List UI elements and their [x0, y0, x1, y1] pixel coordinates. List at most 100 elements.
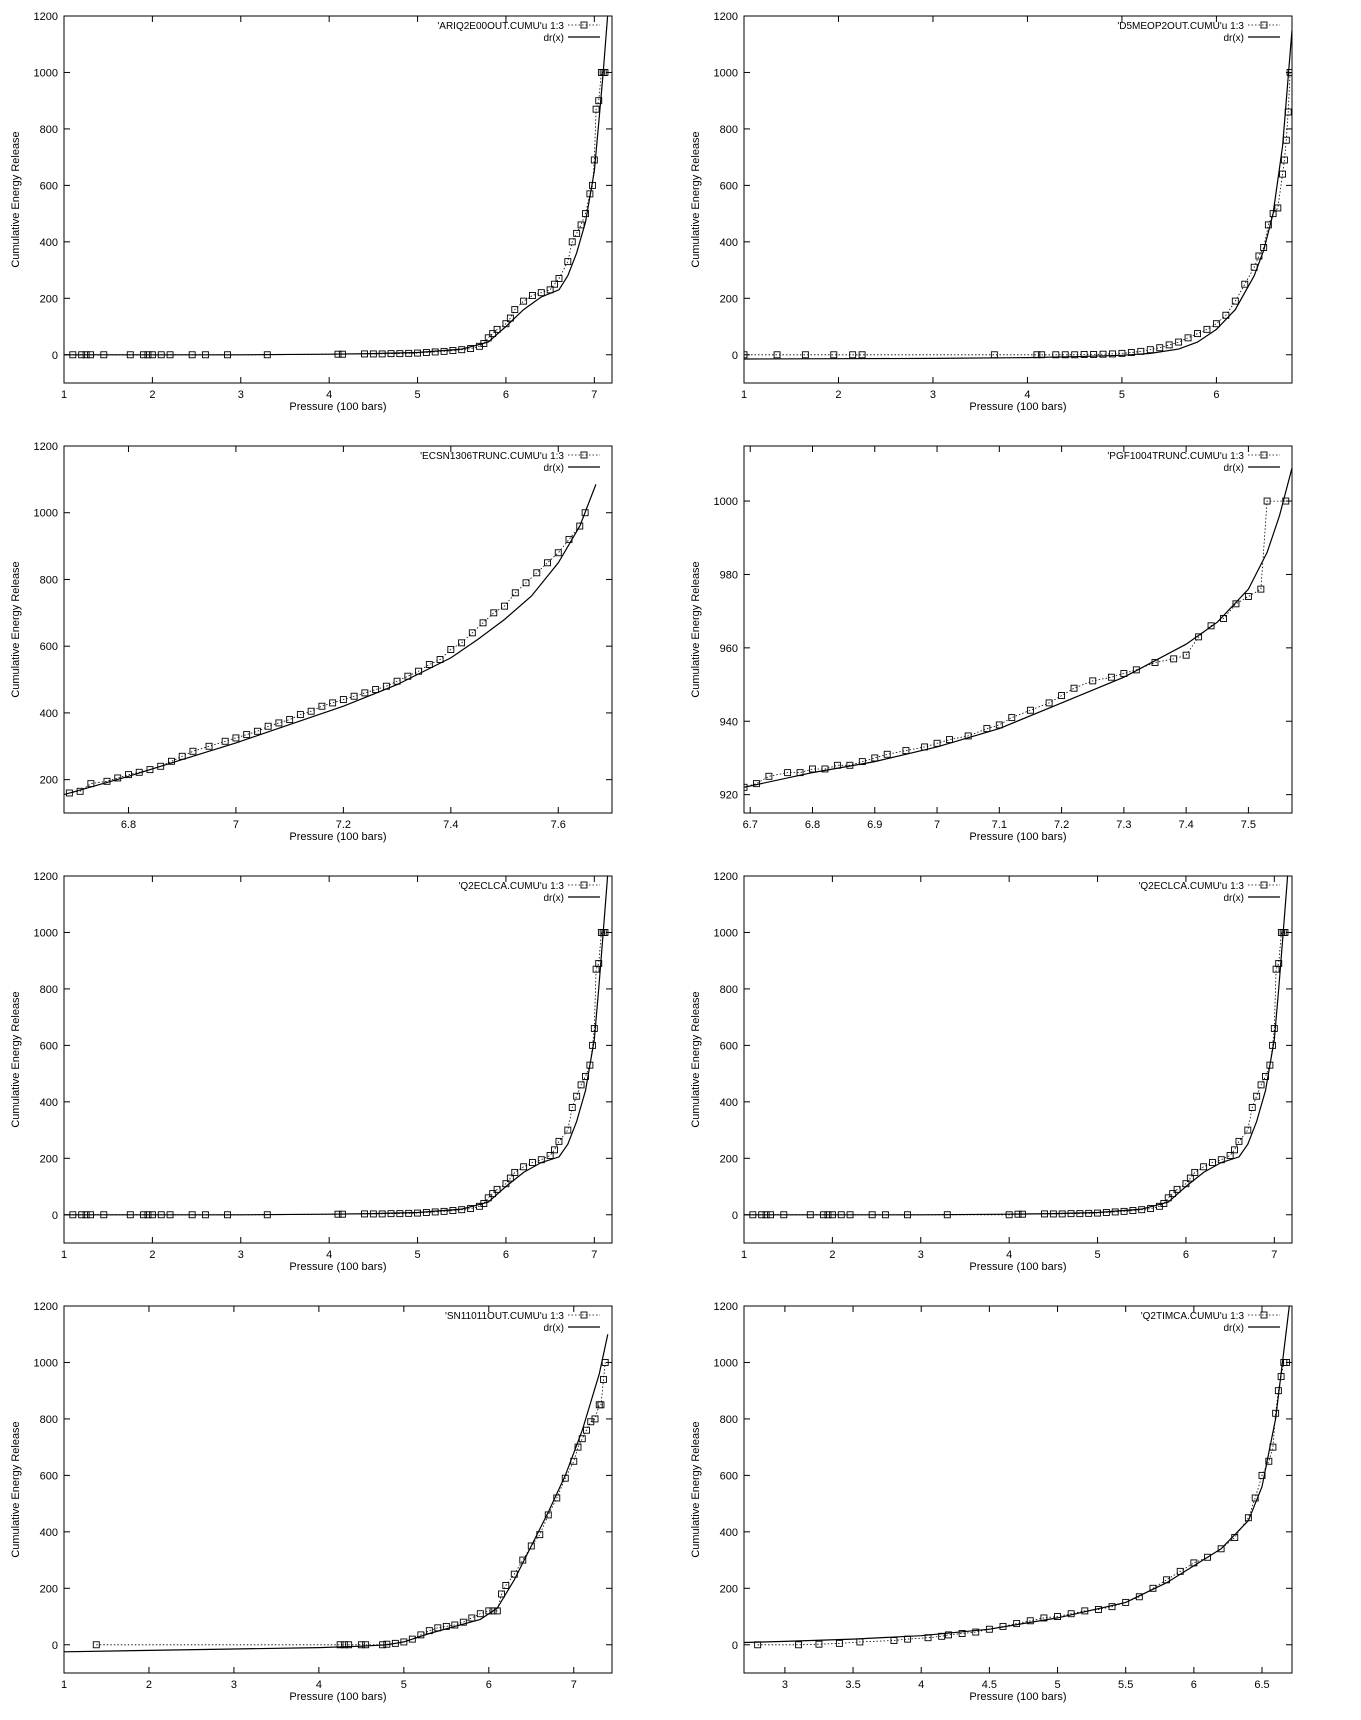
data-point: [995, 721, 1003, 729]
data-point: [597, 1401, 605, 1409]
fit-curve-line: [64, 876, 609, 1216]
y-tick-label: 400: [40, 708, 58, 720]
data-point: [372, 686, 380, 694]
data-point: [1263, 497, 1271, 505]
y-tick-label: 0: [52, 350, 58, 362]
y-tick-label: 920: [720, 790, 738, 802]
y-tick-label: 600: [720, 1470, 738, 1482]
x-tick-label: 7.2: [1054, 819, 1069, 831]
data-point: [1279, 170, 1287, 178]
data-point: [1071, 351, 1079, 359]
data-point: [340, 1641, 348, 1649]
y-axis-label: Cumulative Energy Release: [690, 131, 702, 267]
data-point: [168, 757, 175, 765]
data-point: [476, 1610, 484, 1618]
data-point: [795, 1641, 802, 1649]
data-point: [1257, 585, 1265, 593]
data-point: [544, 559, 551, 567]
x-tick-label: 7: [1271, 1249, 1277, 1261]
y-tick-label: 800: [40, 984, 58, 996]
legend-label: dr(x): [543, 893, 564, 904]
plot-area: [64, 1334, 609, 1653]
fit-curve-line: [64, 1334, 609, 1653]
data-point: [493, 325, 501, 333]
data-series-line: [72, 932, 605, 1216]
data-point: [1164, 1194, 1172, 1202]
x-tick-label: 7.2: [336, 819, 351, 831]
data-point: [408, 1635, 416, 1643]
data-point: [1231, 297, 1239, 305]
legend-marker: [580, 451, 588, 459]
y-tick-label: 400: [720, 1097, 738, 1109]
data-point: [1251, 1494, 1259, 1502]
data-point: [1244, 1126, 1252, 1134]
x-axis-label: Pressure (100 bars): [289, 1691, 386, 1703]
plot-frame: [63, 1305, 613, 1674]
y-tick-label: 200: [40, 1583, 58, 1595]
data-point: [1281, 929, 1289, 936]
x-axis-label: Pressure (100 bars): [969, 831, 1066, 843]
x-axis-label: Pressure (100 bars): [289, 401, 386, 413]
x-tick-label: 6.7: [743, 819, 758, 831]
x-tick-label: 4: [918, 1679, 924, 1691]
plot-frame: [743, 15, 1293, 384]
data-point: [243, 731, 251, 739]
data-point: [1186, 1174, 1194, 1182]
chart-svg: 200 400 600 800 1000 1200 6.8 7 7.2 7.4 7.6 Pressur…: [10, 441, 613, 843]
data-series-line: [744, 500, 1286, 788]
data-point: [1090, 351, 1098, 358]
y-axis-label: Cumulative Energy Release: [690, 1421, 702, 1557]
plot-area: [64, 484, 597, 797]
data-point: [765, 772, 773, 780]
data-point: [533, 569, 541, 577]
legend-label: dr(x): [1223, 893, 1244, 904]
data-point: [871, 754, 879, 762]
data-point: [582, 210, 589, 218]
x-tick-label: 6.9: [867, 819, 882, 831]
chart-svg: 0 200 400 600 800 1000 1200 1 2 3 4 5 6 7 Pressure (10…: [690, 871, 1293, 1273]
data-point: [555, 275, 563, 282]
x-tick-label: 4: [1024, 389, 1030, 401]
legend-label: 'PGF1004TRUNC.CUMU'u 1:3: [1107, 451, 1244, 462]
legend-marker: [580, 21, 588, 29]
data-point: [264, 722, 272, 730]
data-point: [307, 707, 315, 715]
plot-frame: [743, 1305, 1293, 1674]
data-point: [573, 229, 581, 237]
data-point: [564, 258, 572, 266]
chart-panel: 0 200 400 600 800 1000 1200 1 2 3 4 5 6 Pressure (100…: [680, 0, 1360, 430]
data-point: [1258, 1471, 1266, 1479]
data-point: [146, 766, 154, 774]
x-tick-label: 6: [503, 1249, 509, 1261]
y-tick-label: 200: [40, 1153, 58, 1165]
data-point: [1173, 1185, 1181, 1193]
data-point: [221, 737, 229, 745]
legend-label: 'D5MEOP2OUT.CUMU'u 1:3: [1117, 21, 1244, 32]
data-point: [1169, 1190, 1177, 1198]
data-point: [595, 960, 603, 967]
legend-label: 'ARIQ2E00OUT.CUMU'u 1:3: [437, 21, 564, 32]
y-axis-label: Cumulative Energy Release: [690, 561, 702, 697]
legend-marker: [580, 881, 588, 889]
data-point: [830, 351, 838, 359]
x-tick-label: 1: [61, 1679, 67, 1691]
data-point: [189, 747, 197, 755]
data-point: [396, 1210, 404, 1218]
data-point: [1026, 1617, 1034, 1625]
y-tick-label: 800: [720, 984, 738, 996]
x-tick-label: 2: [829, 1249, 835, 1261]
data-point: [1052, 351, 1060, 359]
data-point: [468, 629, 476, 637]
x-tick-label: 7: [591, 1249, 597, 1261]
x-tick-label: 4: [326, 1249, 332, 1261]
y-tick-label: 1200: [714, 1301, 738, 1313]
x-tick-label: 4: [316, 1679, 322, 1691]
legend-label: dr(x): [543, 1323, 564, 1334]
data-point: [1264, 221, 1272, 229]
data-series-line: [69, 512, 586, 794]
fit-curve-line: [744, 1306, 1290, 1644]
data-point: [253, 727, 261, 735]
data-series-line: [757, 1362, 1287, 1646]
data-point: [577, 221, 585, 229]
x-tick-label: 6: [503, 389, 509, 401]
